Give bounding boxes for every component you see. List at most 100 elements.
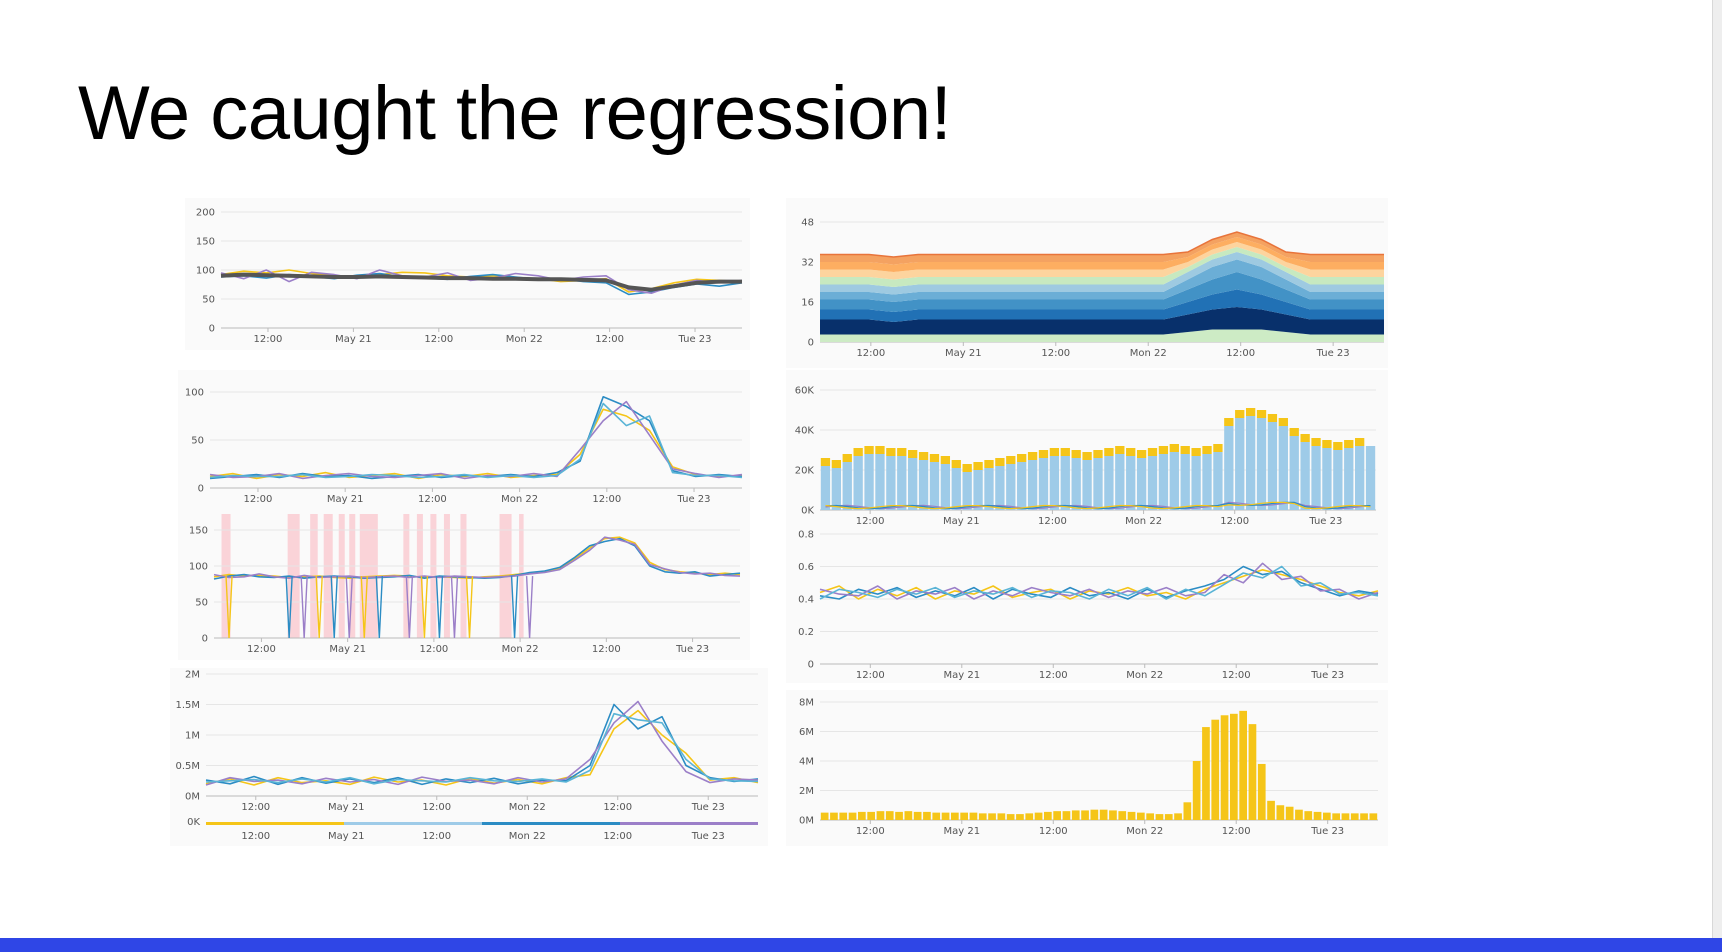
bar-cap [1169, 444, 1179, 452]
bar [904, 811, 913, 820]
bar [1049, 456, 1060, 510]
chart-panel-ratio-lines: 0 0.2 0.4 0.6 0.8 12:00 May 21 12:00 Mon 22 12:00… [786, 528, 1388, 683]
x-tick-label: May 21 [335, 334, 372, 345]
bar [830, 812, 838, 820]
series-drop [450, 576, 459, 639]
bar-cap [1333, 442, 1343, 450]
x-tick-label: May 21 [945, 348, 982, 359]
bar [951, 812, 959, 820]
bar-cap [831, 460, 842, 468]
bar-cap [1354, 438, 1365, 446]
chart-panel-yellow-bars: 0M 2M 4M 6M 8M 12:00 May 21 12:00 Mon 22 12:00 Tue… [786, 690, 1388, 846]
area-top-line [820, 231, 1384, 258]
bar [1164, 814, 1173, 820]
series-line [213, 536, 741, 579]
bar [1213, 452, 1223, 510]
bar-cap [1136, 450, 1147, 458]
bar-cap [1049, 448, 1060, 456]
sub-x-tick-label: 12:00 [422, 831, 451, 842]
x-tick-label: 12:00 [856, 826, 885, 837]
bar [1220, 715, 1229, 820]
bar-cap [864, 446, 874, 454]
y-tick-label: 6M [799, 727, 814, 738]
bar [940, 464, 951, 510]
chart-panel-latency: 0 50 100 150 200 12:00 May 21 12:00 Mon 22 12:00 T… [185, 198, 750, 350]
y-tick-label: 8M [799, 698, 814, 709]
bar [1267, 800, 1275, 820]
series-line [205, 703, 759, 786]
bar-cap [951, 460, 961, 468]
bar [1126, 456, 1136, 510]
series-drop [225, 576, 233, 639]
bar-cap [1322, 440, 1332, 448]
sub-x-tick-label: 12:00 [241, 831, 270, 842]
y-tick-label: 4M [799, 757, 814, 768]
x-tick-label: Mon 22 [501, 494, 538, 505]
bar [908, 458, 918, 510]
bar-cap [1289, 428, 1299, 436]
bar [1137, 812, 1145, 820]
x-tick-label: Tue 23 [691, 802, 725, 813]
bar [858, 811, 866, 820]
x-tick-label: Tue 23 [678, 334, 712, 345]
area-band [820, 237, 1384, 272]
sub-x-tick-label: May 21 [328, 831, 365, 842]
x-tick-label: Tue 23 [1308, 516, 1342, 527]
bar [1278, 426, 1288, 510]
bar [1191, 456, 1201, 510]
bar-cap [1071, 450, 1081, 458]
bar [1192, 761, 1201, 820]
series-line [209, 408, 743, 480]
y-tick-label: 100 [196, 266, 215, 277]
series-line [209, 400, 743, 480]
y-tick-label: 0 [808, 338, 814, 349]
sub-x-tick-label: Tue 23 [691, 831, 725, 842]
x-tick-label: Tue 23 [1316, 348, 1350, 359]
bar [1127, 811, 1136, 820]
bar [1060, 456, 1070, 510]
series-drop [300, 576, 308, 639]
bar-cap [886, 448, 896, 456]
bar [1183, 802, 1192, 820]
area-band [820, 242, 1384, 280]
bar [1136, 458, 1147, 510]
bar-cap [929, 454, 940, 462]
y-tick-label: 0.5M [175, 761, 200, 772]
area-band [820, 232, 1384, 265]
bar [897, 456, 907, 510]
bar [886, 456, 896, 510]
x-tick-label: 12:00 [1039, 670, 1068, 681]
x-tick-label: 12:00 [244, 494, 273, 505]
bar [1169, 452, 1179, 510]
series-drop [360, 576, 368, 639]
bar [984, 468, 994, 510]
y-tick-label: 50 [202, 295, 215, 306]
bar [1202, 454, 1212, 510]
bar [1027, 460, 1038, 510]
bar [1109, 810, 1117, 820]
bar-cap [897, 448, 907, 456]
chart-panel-stacked-area: 0 16 32 48 12:00 May 21 12:00 Mon 22 12:00 Tue 23 [786, 198, 1388, 368]
y-tick-label: 48 [801, 218, 814, 229]
x-tick-label: May 21 [943, 826, 980, 837]
area-band [820, 289, 1384, 322]
bar [1044, 811, 1052, 820]
bar [1071, 458, 1081, 510]
bar [1093, 458, 1103, 510]
bar [1344, 448, 1354, 510]
bar [1332, 813, 1340, 820]
bar [1202, 727, 1210, 820]
bar [1053, 811, 1061, 820]
bar-cap [940, 456, 951, 464]
bar [1276, 805, 1285, 820]
bar [1118, 811, 1127, 820]
x-tick-label: 12:00 [1222, 826, 1251, 837]
x-tick-label: 12:00 [247, 644, 276, 655]
bar-cap [1126, 448, 1136, 456]
y-tick-label: 0.4 [798, 595, 814, 606]
bar-cap [1115, 446, 1125, 454]
bar-cap [908, 450, 918, 458]
bar [1322, 448, 1332, 510]
bar [1147, 456, 1158, 510]
sub-legend-band [206, 822, 344, 825]
